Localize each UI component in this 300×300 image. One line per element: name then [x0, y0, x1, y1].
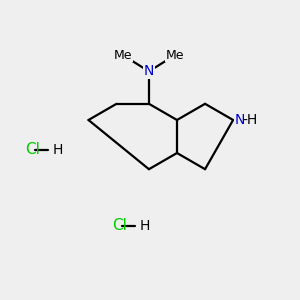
- Text: Cl: Cl: [112, 218, 128, 233]
- Text: N: N: [144, 64, 154, 78]
- Text: H: H: [140, 219, 150, 232]
- Text: Me: Me: [114, 49, 132, 62]
- Text: H: H: [52, 143, 63, 157]
- Text: -H: -H: [243, 113, 258, 127]
- Text: Me: Me: [166, 49, 184, 62]
- Text: N: N: [235, 113, 245, 127]
- Text: Cl: Cl: [26, 142, 40, 158]
